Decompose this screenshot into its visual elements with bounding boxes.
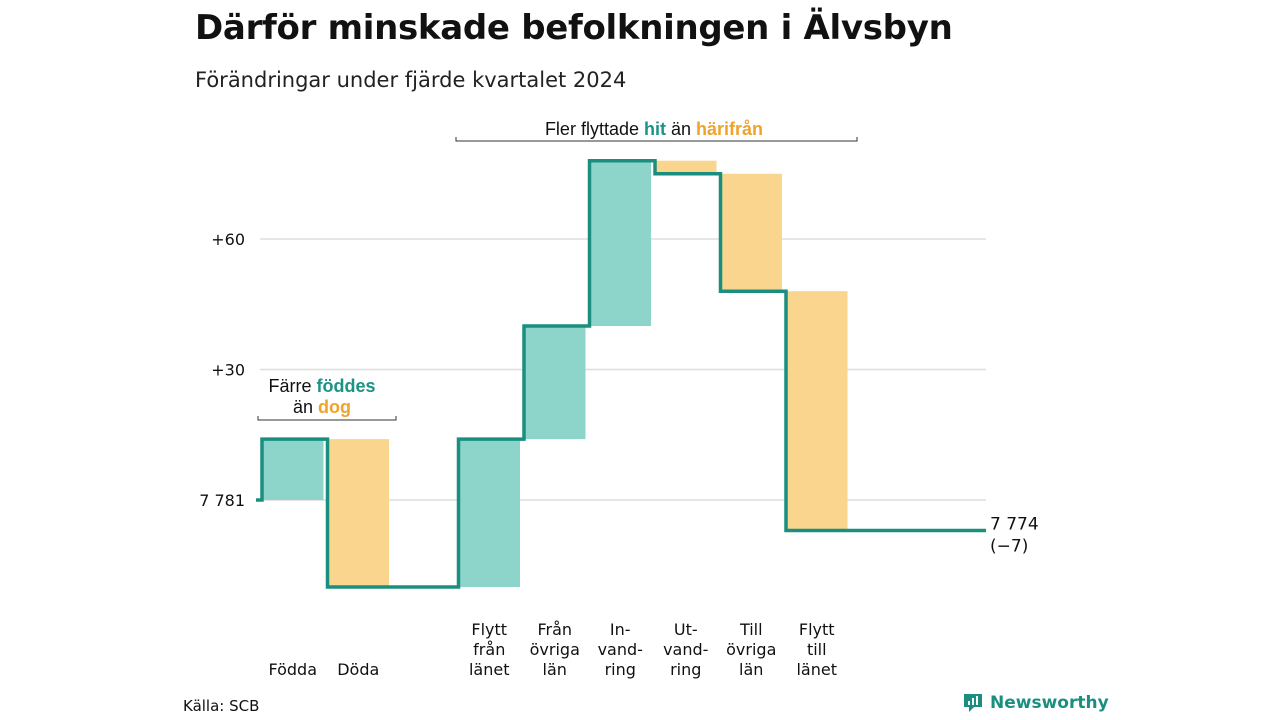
y-tick-label: +30	[211, 361, 245, 380]
waterfall-bar	[786, 291, 848, 531]
waterfall-bar	[524, 326, 586, 440]
annotation-bracket	[455, 137, 858, 142]
waterfall-bar	[262, 439, 324, 500]
x-category-label: länet	[796, 660, 837, 679]
end-value-label: 7 774	[990, 514, 1039, 534]
x-category-label: ring	[670, 660, 701, 679]
waterfall-bar	[589, 160, 651, 326]
chart-title: Därför minskade befolkningen i Älvsbyn	[195, 8, 953, 48]
x-category-label: till	[807, 640, 827, 659]
x-category-label: län	[739, 660, 763, 679]
x-category-label: vand-	[663, 640, 708, 659]
x-category-label: länet	[469, 660, 510, 679]
annotation-migration: Fler flyttade hit än härifrån	[545, 119, 763, 139]
x-category-label: In-	[610, 620, 631, 639]
annotation-births-deaths: Färre föddes	[268, 376, 375, 396]
x-category-label: vand-	[598, 640, 643, 659]
start-value-label: 7 781	[199, 491, 245, 510]
x-category-label: län	[543, 660, 567, 679]
x-category-label: Födda	[268, 660, 317, 679]
annotation-births-deaths-line2: än dog	[293, 397, 351, 417]
newsworthy-logo-icon	[964, 694, 982, 712]
source-note: Källa: SCB	[183, 697, 260, 715]
x-category-label: Ut-	[674, 620, 698, 639]
end-change-label: (−7)	[990, 536, 1028, 556]
brand-name: Newsworthy	[990, 693, 1109, 713]
x-category-label: Döda	[337, 660, 379, 679]
x-category-label: Flytt	[799, 620, 835, 639]
x-category-label: Från	[537, 620, 572, 639]
waterfall-bar	[655, 160, 717, 174]
x-category-label: ring	[605, 660, 636, 679]
waterfall-bar	[458, 439, 520, 587]
y-tick-label: +60	[211, 230, 245, 249]
chart-subtitle: Förändringar under fjärde kvartalet 2024	[195, 68, 627, 92]
waterfall-bar	[720, 173, 782, 292]
x-category-label: Till	[739, 620, 763, 639]
brand-logo: Newsworthy	[962, 692, 1109, 714]
waterfall-bar	[327, 439, 389, 587]
x-category-label: övriga	[726, 640, 776, 659]
annotation-bracket	[257, 416, 397, 421]
running-total-line	[256, 158, 986, 589]
x-category-label: övriga	[530, 640, 580, 659]
x-category-label: från	[473, 640, 505, 659]
x-category-label: Flytt	[471, 620, 507, 639]
